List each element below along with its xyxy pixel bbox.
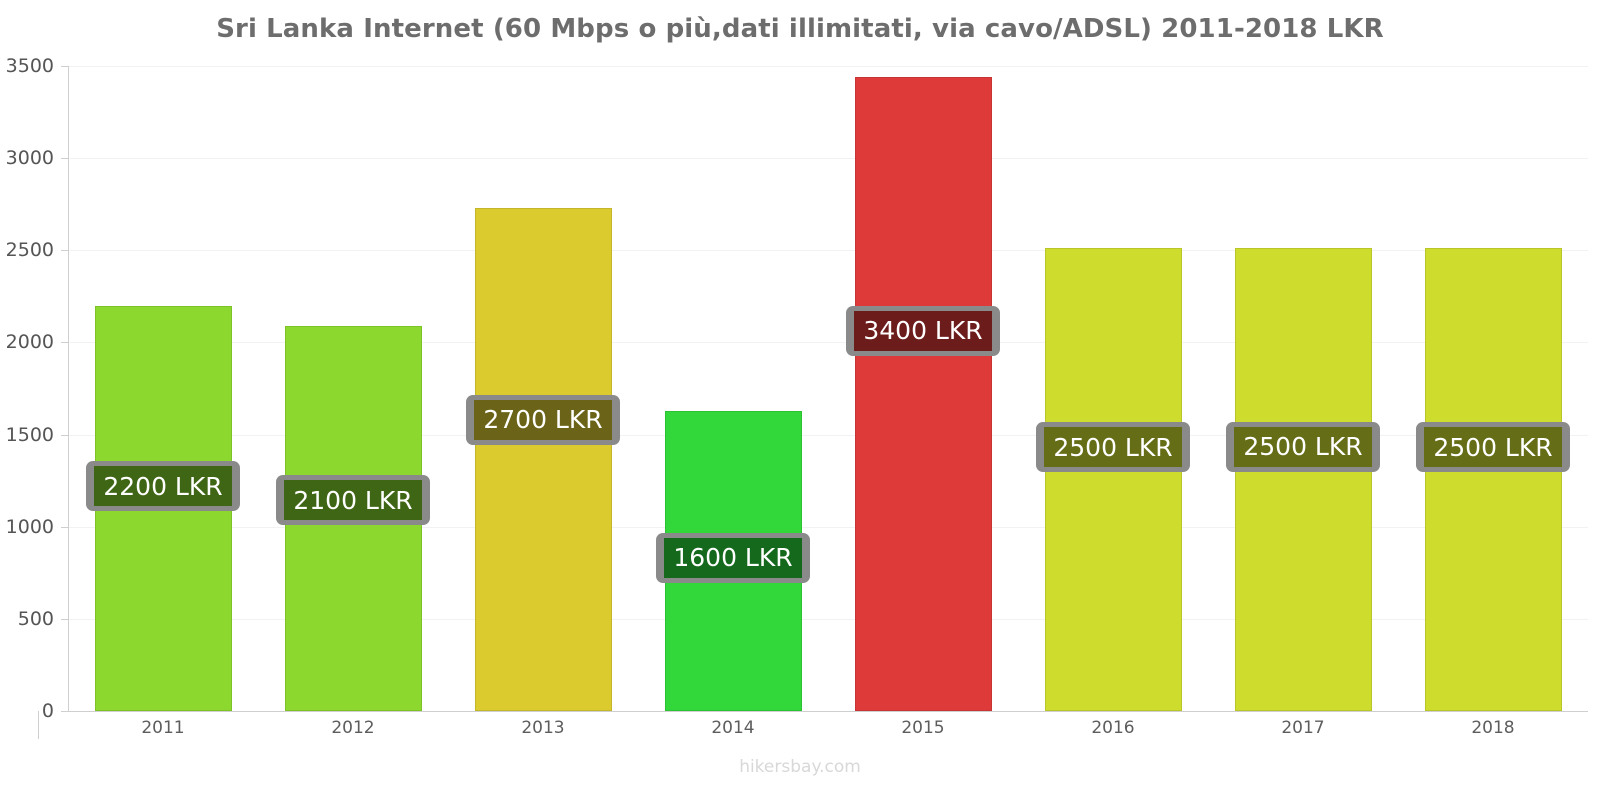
y-tick-mark <box>61 342 69 344</box>
x-tick-label: 2011 <box>141 718 185 738</box>
value-label-text: 2700 LKR <box>483 405 603 435</box>
value-label-fill: 2200 LKR <box>94 466 232 507</box>
y-tick-label: 3000 <box>5 147 54 170</box>
y-tick-mark <box>61 250 69 252</box>
x-tick-label: 2017 <box>1281 718 1325 738</box>
value-label-text: 3400 LKR <box>863 316 983 346</box>
value-label-fill: 1600 LKR <box>664 537 802 578</box>
value-label-text: 2500 LKR <box>1243 432 1363 462</box>
y-tick-label: 3500 <box>5 55 54 77</box>
y-tick-label: 2000 <box>5 331 54 354</box>
bar[interactable] <box>1424 248 1562 711</box>
x-tick-label: 2012 <box>331 718 375 738</box>
gridline <box>68 434 1588 436</box>
bar-value-label: 2700 LKR <box>466 394 620 445</box>
bar[interactable] <box>1044 248 1182 711</box>
bar-value-label: 2500 LKR <box>1416 422 1570 473</box>
bar-value-label: 2200 LKR <box>86 461 240 512</box>
bar-value-label: 3400 LKR <box>846 305 1000 356</box>
gridline <box>68 66 1588 67</box>
gridline <box>68 618 1588 620</box>
bar[interactable] <box>474 207 612 711</box>
watermark: hikersbay.com <box>739 757 861 777</box>
bar-value-label: 1600 LKR <box>656 532 810 583</box>
y-tick-mark <box>61 66 69 67</box>
bar-value-label: 2100 LKR <box>276 475 430 526</box>
bar-value-label: 2500 LKR <box>1036 422 1190 473</box>
y-tick-mark <box>61 618 69 620</box>
value-label-fill: 2500 LKR <box>1424 427 1562 468</box>
value-label-fill: 3400 LKR <box>854 310 992 351</box>
value-label-fill: 2700 LKR <box>474 399 612 440</box>
y-tick-label: 0 <box>41 700 54 722</box>
x-tick-label: 2015 <box>901 718 945 738</box>
value-label-text: 1600 LKR <box>673 543 793 573</box>
gridline <box>68 526 1588 528</box>
x-tick-label: 2016 <box>1091 718 1135 738</box>
value-label-fill: 2500 LKR <box>1044 427 1182 468</box>
value-label-text: 2100 LKR <box>293 485 413 515</box>
y-tick-label: 2500 <box>5 239 54 262</box>
x-tick-label: 2013 <box>521 718 565 738</box>
value-label-text: 2200 LKR <box>103 471 223 501</box>
value-label-fill: 2500 LKR <box>1234 426 1372 467</box>
y-tick-label: 1500 <box>5 423 54 446</box>
gridline <box>68 250 1588 252</box>
bar-value-label: 2500 LKR <box>1226 421 1380 472</box>
bar[interactable] <box>1234 247 1372 711</box>
y-tick-mark <box>61 158 69 160</box>
value-label-text: 2500 LKR <box>1053 432 1173 462</box>
bar[interactable] <box>854 77 992 711</box>
gridline <box>68 158 1588 160</box>
y-tick-mark <box>61 526 69 528</box>
x-tick-label: 2014 <box>711 718 755 738</box>
y-tick-label: 1000 <box>5 515 54 538</box>
y-tick-mark <box>61 711 69 712</box>
y-tick-mark <box>61 434 69 436</box>
x-axis-line <box>68 711 1588 712</box>
value-label-fill: 2100 LKR <box>284 480 422 521</box>
gridline <box>68 342 1588 344</box>
y-axis-stub <box>38 711 39 739</box>
y-tick-label: 500 <box>17 607 54 630</box>
x-tick-label: 2018 <box>1471 718 1515 738</box>
chart-title: Sri Lanka Internet (60 Mbps o più,dati i… <box>216 14 1384 44</box>
y-axis-line <box>68 66 69 711</box>
value-label-text: 2500 LKR <box>1433 432 1553 462</box>
